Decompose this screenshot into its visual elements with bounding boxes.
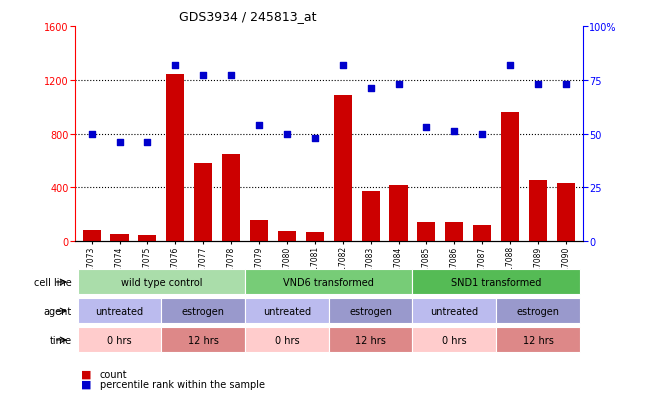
Bar [413, 270, 580, 295]
Text: 12 hrs: 12 hrs [187, 335, 219, 345]
Text: untreated: untreated [263, 306, 311, 316]
Bar [166, 75, 184, 242]
Point [142, 140, 152, 146]
Text: VND6 transformed: VND6 transformed [283, 277, 374, 287]
Bar [361, 192, 380, 242]
Bar [496, 299, 580, 324]
Bar [417, 223, 436, 242]
Bar [245, 328, 329, 353]
Point [337, 62, 348, 69]
Text: percentile rank within the sample: percentile rank within the sample [100, 379, 264, 389]
Text: wild type control: wild type control [120, 277, 202, 287]
Point [226, 73, 236, 80]
Bar [333, 95, 352, 242]
Text: untreated: untreated [430, 306, 478, 316]
Bar [161, 328, 245, 353]
Text: estrogen: estrogen [182, 306, 225, 316]
Bar [161, 299, 245, 324]
Bar [77, 328, 161, 353]
Bar [501, 113, 519, 242]
Point [421, 124, 432, 131]
Bar [329, 299, 413, 324]
Text: ■: ■ [81, 379, 92, 389]
Bar [529, 180, 547, 242]
Point [282, 131, 292, 138]
Point [561, 81, 571, 88]
Text: cell line: cell line [34, 278, 72, 287]
Point [477, 131, 488, 138]
Text: time: time [49, 335, 72, 345]
Bar [245, 270, 413, 295]
Text: 12 hrs: 12 hrs [523, 335, 553, 345]
Text: agent: agent [44, 306, 72, 316]
Bar [329, 328, 413, 353]
Point [198, 73, 208, 80]
Point [393, 81, 404, 88]
Text: estrogen: estrogen [349, 306, 392, 316]
Text: untreated: untreated [96, 306, 144, 316]
Bar [194, 164, 212, 242]
Text: SND1 transformed: SND1 transformed [451, 277, 542, 287]
Bar [557, 183, 575, 242]
Bar [111, 234, 128, 242]
Text: ■: ■ [81, 369, 92, 379]
Point [505, 62, 516, 69]
Bar [473, 225, 492, 242]
Point [170, 62, 180, 69]
Point [115, 140, 125, 146]
Text: 0 hrs: 0 hrs [442, 335, 467, 345]
Text: 0 hrs: 0 hrs [275, 335, 299, 345]
Bar [77, 299, 161, 324]
Bar [413, 328, 496, 353]
Text: GDS3934 / 245813_at: GDS3934 / 245813_at [178, 10, 316, 23]
Bar [77, 270, 245, 295]
Text: count: count [100, 369, 127, 379]
Point [87, 131, 97, 138]
Bar [222, 154, 240, 242]
Bar [250, 220, 268, 242]
Text: estrogen: estrogen [516, 306, 559, 316]
Bar [413, 299, 496, 324]
Bar [83, 231, 101, 242]
Text: 0 hrs: 0 hrs [107, 335, 132, 345]
Bar [389, 186, 408, 242]
Bar [306, 232, 324, 242]
Point [310, 135, 320, 142]
Point [533, 81, 543, 88]
Point [365, 86, 376, 93]
Point [449, 129, 460, 135]
Bar [139, 235, 156, 242]
Bar [496, 328, 580, 353]
Bar [445, 222, 464, 242]
Text: 12 hrs: 12 hrs [355, 335, 386, 345]
Bar [278, 232, 296, 242]
Bar [245, 299, 329, 324]
Point [254, 122, 264, 129]
